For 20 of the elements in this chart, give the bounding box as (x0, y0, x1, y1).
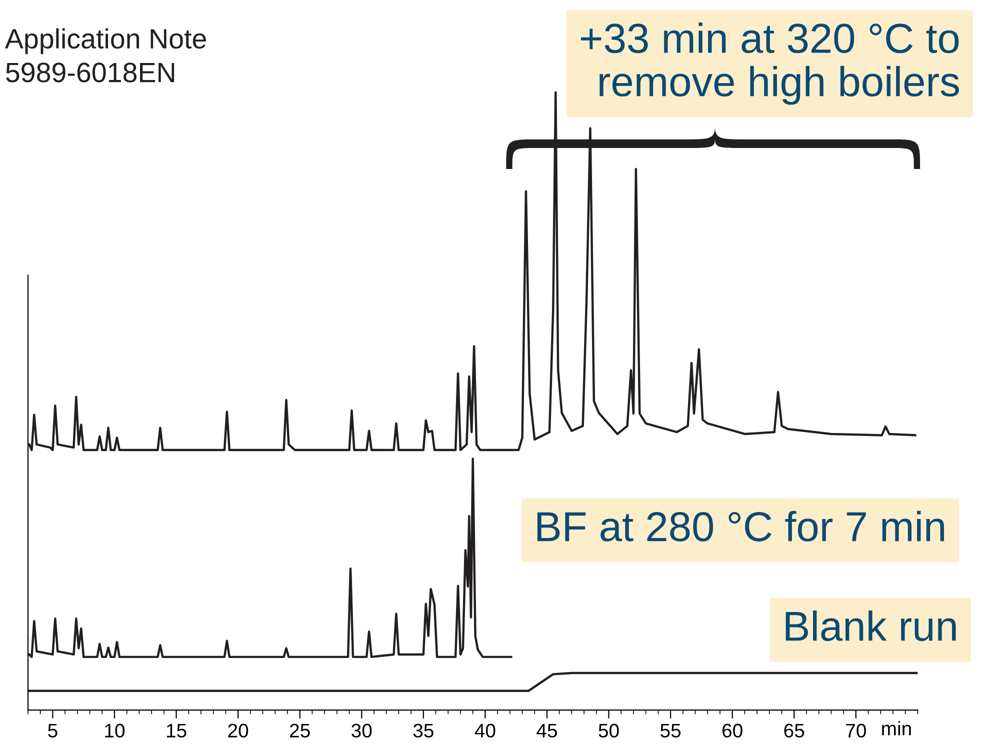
x-tick-label: 5 (48, 724, 58, 738)
text: 5989-6018EN (6, 62, 174, 82)
x-axis-title: min (882, 721, 911, 736)
x-tick-label: 70 (846, 724, 866, 738)
x-tick-label: 20 (228, 724, 248, 738)
x-tick-label: 30 (352, 724, 372, 738)
series-label: BF at 280 °C for 7 min (537, 510, 944, 542)
x-tick-label: 65 (784, 724, 804, 738)
x-tick-label: 60 (722, 724, 742, 738)
x-tick-label: 15 (166, 724, 186, 738)
series-label: +33 min at 320 °C to remove high boilers (580, 22, 959, 105)
x-tick-label: 50 (598, 724, 619, 738)
x-tick-label: 25 (290, 724, 310, 738)
x-tick-label: 35 (413, 724, 434, 738)
x-tick-label: 10 (105, 724, 125, 738)
x-tick-label: 45 (536, 724, 557, 738)
series-label: Blank run (786, 610, 956, 642)
text: Application Note (4, 28, 206, 54)
x-tick-label: 55 (660, 724, 681, 738)
x-tick-label: 40 (474, 724, 496, 738)
